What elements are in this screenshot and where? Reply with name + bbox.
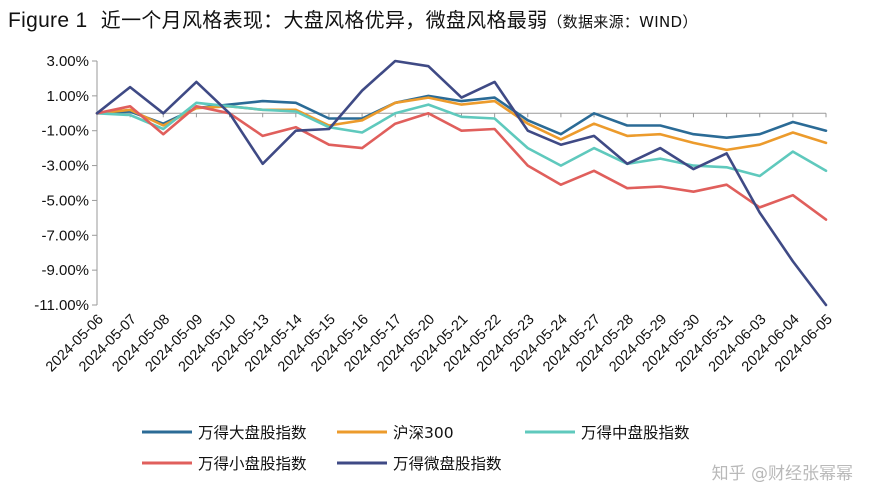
legend-label-1: 沪深300: [393, 424, 454, 442]
y-axis: 3.00% 1.00% -1.00% -3.00% -5.00% -7.00% -9.00%…: [34, 53, 98, 314]
x-axis: 2024-05-062024-05-072024-05-082024-05-09…: [43, 112, 836, 375]
source-text: （数据来源：WIND）: [547, 13, 698, 31]
series-line-2: [95, 101, 828, 178]
y-tick-label: -9.00%: [41, 262, 89, 279]
chart-title: Figure 1 近一个月风格表现：大盘风格优异，微盘风格最弱（数据来源：WIN…: [8, 4, 698, 33]
figure-label: Figure 1: [8, 9, 88, 32]
legend-label-3: 万得小盘股指数: [198, 454, 307, 473]
y-tick-label: 3.00%: [46, 53, 89, 70]
y-tick-label: -3.00%: [41, 158, 89, 175]
legend-label-2: 万得中盘股指数: [581, 423, 690, 442]
y-tick-label: -11.00%: [34, 297, 89, 314]
series-line-4: [95, 59, 828, 307]
watermark: 知乎 @财经张幂幂: [711, 464, 853, 484]
y-tick-label: -5.00%: [41, 192, 89, 209]
legend-label-4: 万得微盘股指数: [393, 454, 502, 473]
y-tick-label: -7.00%: [41, 227, 89, 244]
series-line-3: [95, 105, 828, 221]
y-tick-label: -1.00%: [41, 123, 89, 140]
y-tick-label: 1.00%: [46, 88, 89, 105]
series-lines: [95, 59, 828, 307]
series-line-1: [95, 96, 828, 152]
legend-label-0: 万得大盘股指数: [198, 423, 307, 442]
title-text: 近一个月风格表现：大盘风格优异，微盘风格最弱: [100, 8, 548, 32]
